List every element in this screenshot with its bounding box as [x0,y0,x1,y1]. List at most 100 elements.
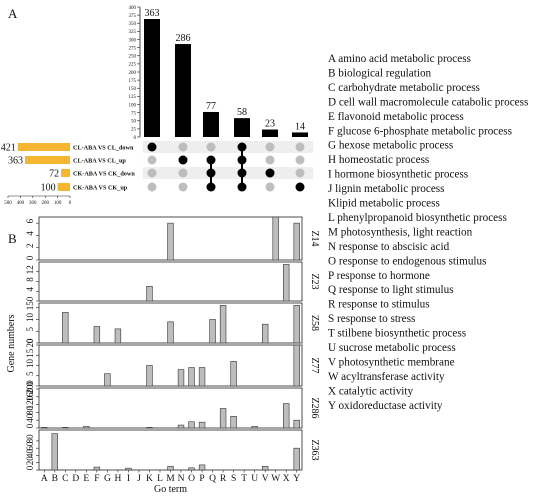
matrix-dot-empty [265,142,275,152]
set-size-bar [57,183,70,191]
panel-y-tick-label: 40 [25,413,35,423]
go-legend-entry: Y oxidoreductase activity [328,400,443,412]
intersection-bar [262,129,278,137]
go-bar [114,328,122,344]
upset-y-tick-label: 0 [134,136,137,141]
set-name-label: CK-ABA VS CK_up [73,185,128,192]
go-bar [93,466,101,471]
x-tick-label: O [188,474,195,484]
go-legend-entry: X catalytic activity [328,385,414,397]
go-bar [41,427,48,429]
panel-y-tick-label: 40 [25,448,35,458]
upset-plot: 0 25 50 75 100 125 150 175 200 225 250 275 300 325 350… [1,6,313,206]
matrix-dot-empty [147,168,157,178]
x-tick-label: V [262,474,269,484]
panel-y-tick-label: 4 [25,231,35,236]
x-tick-label: N [178,474,185,484]
x-tick-label: X [283,474,290,484]
upset-y-tick-label: 50 [131,120,137,125]
go-bar [188,421,195,429]
y-axis-label: Gene numbers [6,314,17,372]
panel-y-tick-label: 10 [25,359,35,369]
go-bar [104,373,111,387]
matrix-dot-filled [295,182,305,192]
go-legend-entry: G hexose metabolic process [328,140,453,152]
set-size-tick-label: 200 [41,201,49,206]
matrix-dot-filled [237,155,247,165]
go-bar [272,216,279,261]
matrix-dot-empty [178,142,188,152]
matrix-dot-empty [178,182,188,192]
panel-name-label: Z14 [309,230,320,246]
panel-y-tick-label: 2 [25,243,35,248]
go-bar [293,344,300,387]
go-bar [219,408,227,429]
panel-frame [38,344,303,387]
panel-y-tick-label: 5 [25,371,35,376]
upset-y-tick-label: 300 [129,38,137,43]
x-tick-label: T [241,474,247,484]
set-size-label: 421 [1,143,16,154]
intersection-value-label: 58 [237,107,247,118]
intersection-bar [234,118,250,137]
matrix-dot-filled [206,182,216,192]
go-bar [177,424,185,429]
upset-y-tick-label: 250 [129,55,137,60]
go-bar [261,466,269,471]
panel-name-label: Z23 [309,273,320,289]
go-legend-entry: R response to stimulus [328,299,430,311]
x-tick-label: D [72,474,79,484]
go-legend-entry: M photosynthesis, light reaction [328,226,473,238]
panel-y-tick-label: 5 [25,326,35,331]
go-legend-entry: J lignin metabolic process [328,183,445,195]
matrix-dot-filled [237,182,247,192]
panel-y-tick-label: 0 [25,296,35,301]
panel-frame [38,387,303,429]
matrix-dot-empty [295,168,305,178]
go-bar [198,367,206,387]
set-name-label: CL-ABA VS CL_down [73,145,134,152]
panel-y-tick-label: 200 [25,380,35,394]
go-bar [251,426,258,429]
set-size-tick-label: 500 [4,201,12,206]
set-row-stripe [143,167,313,179]
upset-y-tick-label: 25 [131,128,137,133]
upset-y-tick-label: 150 [129,87,137,92]
go-bar [198,421,206,429]
set-size-tick-label: 400 [17,201,25,206]
panel-y-tick-label: 6 [25,218,35,223]
set-size-bar [24,156,71,164]
panel-label-b: B [8,231,17,246]
go-legend-entry: D cell wall macromolecule catabolic proc… [328,96,528,108]
x-tick-label: B [52,474,58,484]
panel-y-tick-label: 0 [25,465,35,470]
go-legend-entry: F glucose 6-phosphate metabolic process [328,125,512,137]
upset-y-tick-label: 225 [129,63,137,68]
x-tick-label: H [114,474,121,484]
go-bar [146,286,153,302]
go-bar [146,427,153,429]
upset-y-tick-label: 375 [129,14,137,19]
go-bar [62,312,69,344]
panel-y-tick-label: 80 [25,434,35,444]
go-bar [167,321,174,344]
intersection-bar [175,44,191,137]
matrix-dot-empty [295,142,305,152]
x-tick-label: A [41,474,48,484]
go-bar [219,305,227,344]
set-row-stripe [143,141,313,153]
panel-frame [38,429,303,471]
panel-y-tick-label: 80 [25,405,35,415]
intersection-value-label: 77 [206,101,216,112]
go-bar [93,326,101,344]
go-legend-entry: A amino acid metabolic process [328,53,471,65]
panel-y-tick-label: 20 [25,456,35,466]
upset-y-tick-label: 275 [129,46,137,51]
intersection-bar [292,132,308,137]
set-size-tick-label: 0 [69,201,72,206]
matrix-dot-empty [295,155,305,165]
matrix-dot-filled [206,155,216,165]
panel-y-tick-label: 0 [25,381,35,386]
matrix-dot-filled [178,155,188,165]
intersection-bar [203,111,219,137]
